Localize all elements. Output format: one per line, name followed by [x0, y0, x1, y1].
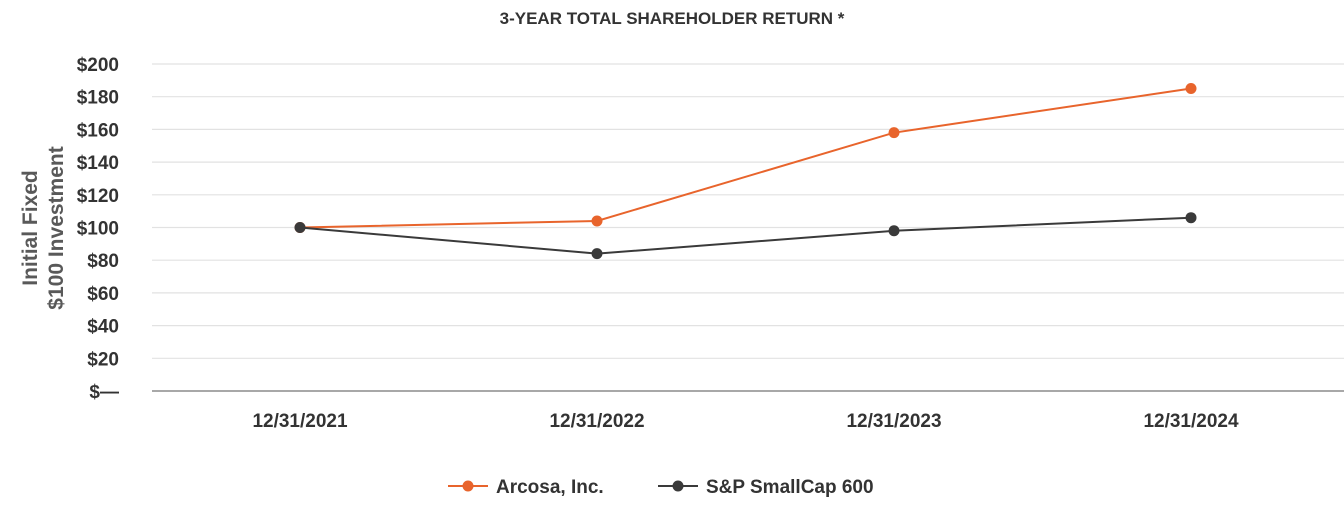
y-tick-label: $140 [77, 153, 119, 174]
data-point [591, 215, 603, 227]
series-line [299, 216, 1192, 255]
legend: Arcosa, Inc. S&P SmallCap 600 [448, 477, 874, 498]
data-point [591, 248, 603, 260]
y-tick-label: $— [89, 382, 119, 403]
legend-swatch-marker [672, 480, 684, 492]
y-tick-label: $20 [87, 349, 119, 370]
data-point [1185, 83, 1197, 95]
x-tick-label: 12/31/2023 [846, 411, 941, 432]
y-tick-label: $80 [87, 251, 119, 272]
data-point [888, 127, 900, 139]
x-tick-label: 12/31/2024 [1143, 411, 1239, 432]
series [294, 83, 1197, 260]
series-line [299, 87, 1192, 229]
y-tick-label: $120 [77, 186, 119, 207]
data-point [1185, 212, 1197, 224]
y-axis-ticks: $— $20 $40 $60 $80 $100 $120 $140 $160 $180 $200 [77, 55, 119, 403]
y-tick-label: $60 [87, 284, 119, 305]
x-tick-label: 12/31/2021 [252, 411, 348, 432]
y-tick-label: $40 [87, 317, 119, 338]
chart-title: 3-YEAR TOTAL SHAREHOLDER RETURN * [500, 9, 845, 28]
y-tick-label: $160 [77, 120, 119, 141]
data-point [888, 225, 900, 237]
y-tick-label: $100 [77, 219, 119, 240]
legend-label: Arcosa, Inc. [496, 477, 604, 498]
y-tick-label: $200 [77, 55, 119, 76]
legend-swatch-marker [462, 480, 474, 492]
y-axis-title: Initial Fixed $100 Investment [19, 146, 68, 309]
y-axis-title-line-2: $100 Investment [45, 146, 68, 309]
x-tick-label: 12/31/2022 [549, 411, 644, 432]
y-tick-label: $180 [77, 88, 119, 109]
x-axis-ticks: 12/31/2021 12/31/2022 12/31/2023 12/31/2024 [252, 411, 1239, 432]
data-point [294, 222, 306, 233]
y-axis-title-line-1: Initial Fixed [19, 170, 42, 286]
gridlines [152, 63, 1344, 359]
legend-label: S&P SmallCap 600 [706, 477, 874, 498]
